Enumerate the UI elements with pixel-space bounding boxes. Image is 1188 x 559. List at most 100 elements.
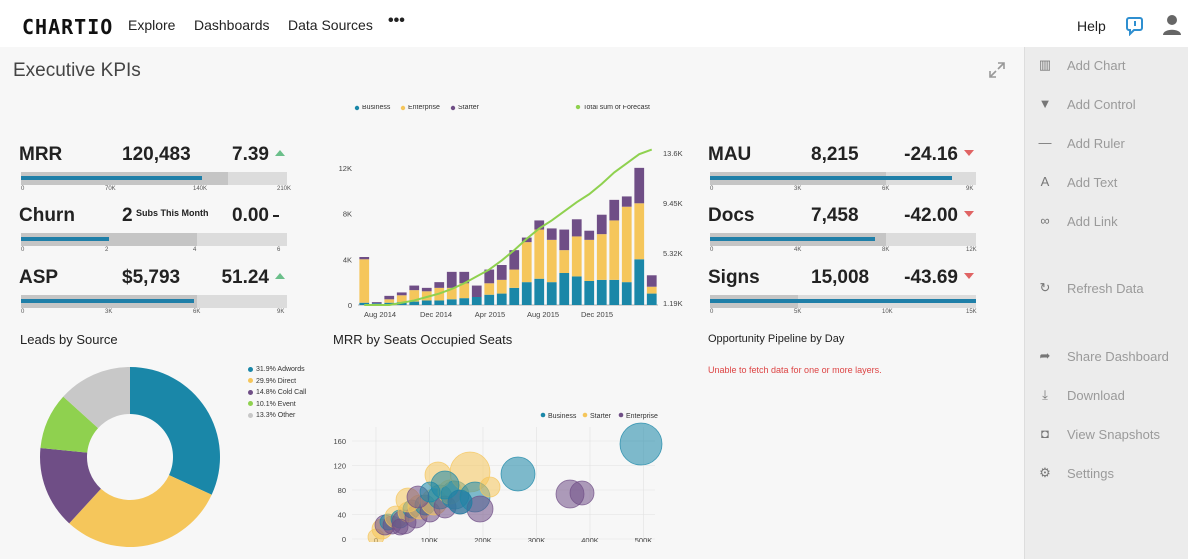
sidebar-item-settings[interactable]: ⚙ Settings <box>1025 461 1188 487</box>
bar-segment-enterprise[interactable] <box>609 220 620 280</box>
donut-slice[interactable] <box>40 396 99 453</box>
bar-segment-enterprise[interactable] <box>546 239 557 283</box>
bar-segment-business[interactable] <box>384 302 395 305</box>
bar-segment-business[interactable] <box>584 281 595 305</box>
bar-segment-starter[interactable] <box>409 285 420 291</box>
bar-segment-starter[interactable] <box>396 292 407 296</box>
bar-segment-enterprise[interactable] <box>584 239 595 281</box>
bar-segment-business[interactable] <box>621 282 632 305</box>
user-avatar-icon[interactable] <box>1162 14 1182 36</box>
bar-segment-business[interactable] <box>596 279 607 305</box>
notification-icon[interactable] <box>1124 14 1146 36</box>
bar-segment-enterprise[interactable] <box>459 283 470 299</box>
chartio-logo[interactable]: CHARTIO <box>22 15 114 39</box>
bar-segment-business[interactable] <box>434 300 445 305</box>
bar-segment-starter[interactable] <box>496 265 507 280</box>
bar-segment-enterprise[interactable] <box>559 250 570 273</box>
leads-donut-chart[interactable] <box>30 357 230 557</box>
bar-segment-business[interactable] <box>559 273 570 305</box>
bar-segment-enterprise[interactable] <box>596 234 607 280</box>
legend-business[interactable]: Business <box>354 105 391 111</box>
bar-segment-business[interactable] <box>634 259 645 305</box>
bar-segment-enterprise[interactable] <box>634 203 645 260</box>
bubble-point[interactable] <box>569 480 595 506</box>
bar-segment-business[interactable] <box>459 298 470 305</box>
donut-slice[interactable] <box>69 475 212 547</box>
scatter-legend-starter[interactable]: Starter <box>582 412 612 420</box>
bar-segment-business[interactable] <box>446 299 457 305</box>
bar-segment-starter[interactable] <box>571 219 582 237</box>
bar-segment-enterprise[interactable] <box>484 283 495 295</box>
sidebar-item-view-snapshots[interactable]: ◘ View Snapshots <box>1025 422 1188 448</box>
bar-segment-starter[interactable] <box>484 269 495 284</box>
bar-segment-enterprise[interactable] <box>521 242 532 283</box>
bar-segment-starter[interactable] <box>446 271 457 288</box>
scatter-legend-enterprise[interactable]: Enterprise <box>618 412 658 420</box>
bubble-point[interactable] <box>419 481 441 503</box>
bar-segment-business[interactable] <box>359 302 370 305</box>
sidebar-item-add-link[interactable]: ∞ Add Link <box>1025 209 1188 235</box>
donut-slice[interactable] <box>40 447 101 524</box>
sidebar-item-add-control[interactable]: ▼ Add Control <box>1025 92 1188 118</box>
bar-segment-starter[interactable] <box>609 199 620 221</box>
bar-segment-starter[interactable] <box>646 275 657 287</box>
legend-enterprise[interactable]: Enterprise <box>400 105 440 111</box>
bar-segment-enterprise[interactable] <box>571 236 582 277</box>
bar-segment-starter[interactable] <box>534 220 545 230</box>
bubble-point[interactable] <box>391 518 409 536</box>
nav-dashboards[interactable]: Dashboards <box>194 17 270 33</box>
legend-starter[interactable]: Starter <box>450 105 480 111</box>
sidebar-item-add-text[interactable]: A Add Text <box>1025 170 1188 196</box>
bar-segment-starter[interactable] <box>596 214 607 235</box>
bar-segment-starter[interactable] <box>509 250 520 270</box>
bar-segment-enterprise[interactable] <box>646 286 657 294</box>
sidebar-item-share-dashboard[interactable]: ➦ Share Dashboard <box>1025 344 1188 370</box>
bar-segment-enterprise[interactable] <box>509 269 520 288</box>
sidebar-item-refresh-data[interactable]: ↻ Refresh Data <box>1025 276 1188 302</box>
bar-segment-business[interactable] <box>521 282 532 305</box>
sidebar-item-add-chart[interactable]: ▥ Add Chart <box>1025 53 1188 79</box>
bar-segment-starter[interactable] <box>584 230 595 240</box>
bar-segment-enterprise[interactable] <box>534 229 545 279</box>
expand-icon[interactable] <box>988 61 1006 79</box>
bar-segment-starter[interactable] <box>371 302 382 304</box>
bar-segment-starter[interactable] <box>384 295 395 300</box>
bar-segment-enterprise[interactable] <box>496 279 507 294</box>
scatter-legend-business[interactable]: Business <box>540 412 577 420</box>
sidebar-item-download[interactable]: ⤓ Download <box>1025 383 1188 409</box>
bar-segment-starter[interactable] <box>459 271 470 284</box>
help-link[interactable]: Help <box>1077 18 1106 34</box>
bar-segment-starter[interactable] <box>621 196 632 207</box>
bar-segment-starter[interactable] <box>359 257 370 260</box>
donut-slice[interactable] <box>130 367 220 495</box>
bubble-point[interactable] <box>500 456 536 492</box>
seats-bubble-chart[interactable]: BusinessStarterEnterprise040801201600100… <box>330 357 670 542</box>
revenue-bar-chart[interactable]: Business Enterprise Starter Total sum of Fo… <box>330 105 692 330</box>
bar-segment-enterprise[interactable] <box>396 295 407 303</box>
bar-segment-business[interactable] <box>571 276 582 305</box>
bubble-point[interactable] <box>619 422 663 466</box>
donut-slice[interactable] <box>63 367 130 429</box>
bar-segment-enterprise[interactable] <box>421 291 432 301</box>
bar-segment-business[interactable] <box>646 293 657 305</box>
more-menu-button[interactable]: ••• <box>388 12 405 29</box>
bar-segment-starter[interactable] <box>559 229 570 251</box>
bubble-point[interactable] <box>479 476 501 498</box>
bar-segment-business[interactable] <box>609 279 620 305</box>
bar-segment-business[interactable] <box>421 300 432 305</box>
bar-segment-starter[interactable] <box>421 287 432 292</box>
bar-segment-business[interactable] <box>496 293 507 305</box>
bar-segment-starter[interactable] <box>471 285 482 297</box>
sidebar-item-add-ruler[interactable]: — Add Ruler <box>1025 131 1188 157</box>
nav-explore[interactable]: Explore <box>128 17 176 33</box>
legend-forecast[interactable]: Total sum of Forecast <box>575 105 650 111</box>
bar-segment-business[interactable] <box>534 278 545 305</box>
bar-segment-business[interactable] <box>484 294 495 305</box>
bar-segment-enterprise[interactable] <box>359 259 370 303</box>
bar-segment-business[interactable] <box>409 301 420 305</box>
bar-segment-enterprise[interactable] <box>384 299 395 303</box>
bar-segment-business[interactable] <box>471 297 482 305</box>
bar-segment-starter[interactable] <box>546 228 557 240</box>
bar-segment-starter[interactable] <box>434 282 445 288</box>
bar-segment-business[interactable] <box>509 287 520 305</box>
